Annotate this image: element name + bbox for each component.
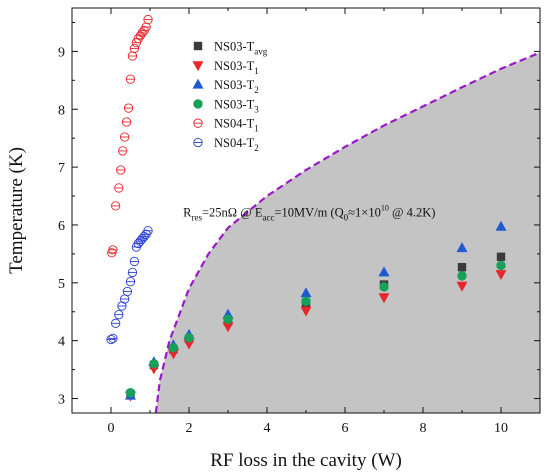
point-s4-5 — [118, 146, 128, 156]
point-s2-7 — [456, 242, 468, 253]
point-s5-9 — [129, 256, 140, 267]
point-s4-2 — [111, 201, 121, 211]
y-tick-label-8: 8 — [58, 103, 65, 118]
point-s1-3 — [183, 339, 195, 350]
point-s1-7 — [456, 281, 468, 292]
point-s4-7 — [121, 117, 132, 127]
point-s4-3 — [114, 183, 124, 193]
legend: NS03-Tavg NS03-T1 NS03-T2 NS03-T3 NS04-T1 NS0… — [192, 40, 268, 153]
legend-label-2: NS03-T2 — [214, 78, 259, 95]
legend-marker-4 — [193, 118, 203, 128]
y-tick-label-3: 3 — [58, 393, 65, 408]
point-s3-6 — [379, 282, 389, 292]
point-s3-4 — [223, 314, 233, 324]
shaded-area — [155, 52, 540, 413]
legend-marker-2 — [192, 78, 204, 89]
point-s1-5 — [300, 306, 312, 317]
point-s4-10 — [127, 51, 138, 61]
legend-label-5: NS04-T2 — [214, 136, 259, 153]
point-s5-3 — [114, 309, 124, 320]
point-s4-4 — [116, 165, 126, 175]
point-s1-2 — [167, 349, 179, 360]
point-s5-8 — [127, 267, 138, 278]
point-s0-7 — [457, 263, 467, 272]
point-s3-8 — [496, 260, 506, 271]
x-tick-label-0: 0 — [108, 421, 115, 436]
y-tick-label-9: 9 — [58, 45, 65, 60]
point-s5-4 — [117, 301, 127, 311]
point-s3-7 — [457, 271, 467, 281]
y-tick-label-5: 5 — [58, 277, 65, 292]
point-s4-8 — [123, 103, 134, 113]
point-s2-5 — [300, 287, 312, 298]
legend-marker-3 — [193, 99, 203, 109]
data-points-layer — [106, 14, 507, 402]
point-s0-8 — [496, 252, 506, 261]
point-s3-5 — [301, 296, 311, 307]
point-s4-9 — [125, 74, 136, 84]
y-axis-title: Temperature (K) — [6, 147, 27, 274]
legend-marker-1 — [192, 61, 204, 72]
x-tick-label-8: 8 — [420, 421, 427, 436]
point-s3-2 — [168, 342, 179, 353]
point-s4-1 — [108, 245, 118, 255]
point-s3-0 — [125, 388, 136, 398]
boundary-dashed-line — [154, 51, 540, 413]
point-s5-0 — [106, 334, 116, 345]
point-s5-6 — [122, 286, 133, 297]
legend-label-0: NS03-Tavg — [214, 40, 268, 57]
point-s4-18 — [143, 14, 153, 25]
point-s3-1 — [149, 359, 159, 369]
legend-label-1: NS03-T1 — [214, 59, 259, 76]
annotation-text: Rres=25nΩ @ Eacc=10MV/m (Q0≈1×1010 @ 4.2… — [183, 203, 435, 222]
point-s5-16 — [143, 226, 153, 236]
point-s4-17 — [141, 22, 151, 32]
point-s5-1 — [108, 333, 118, 344]
point-s4-6 — [120, 132, 130, 142]
legend-marker-5 — [193, 137, 203, 148]
x-tick-label-10: 10 — [494, 421, 508, 436]
point-s4-11 — [129, 43, 140, 54]
point-s1-4 — [222, 322, 234, 333]
point-s2-8 — [495, 220, 507, 231]
legend-label-3: NS03-T3 — [214, 97, 259, 114]
legend-marker-0 — [193, 41, 203, 51]
point-s5-7 — [125, 277, 136, 287]
legend-label-4: NS04-T1 — [214, 117, 259, 134]
shaded-region-layer — [154, 51, 540, 413]
x-tick-label-2: 2 — [186, 421, 193, 436]
y-tick-label-7: 7 — [58, 161, 65, 176]
annotation-layer: Rres=25nΩ @ Eacc=10MV/m (Q0≈1×1010 @ 4.2… — [183, 203, 435, 222]
y-tick-label-6: 6 — [58, 219, 65, 234]
x-tick-label-4: 4 — [264, 421, 271, 436]
x-axis-title: RF loss in the cavity (W) — [210, 450, 402, 471]
point-s3-3 — [184, 333, 194, 343]
point-s5-2 — [111, 318, 121, 328]
point-s1-6 — [378, 293, 390, 304]
y-tick-label-4: 4 — [58, 335, 65, 350]
x-tick-label-6: 6 — [342, 421, 349, 436]
point-s2-6 — [378, 266, 390, 277]
point-s1-8 — [495, 270, 507, 281]
axes-layer: 0 2 4 6 8 10 3 4 5 6 7 8 9 — [58, 7, 541, 436]
